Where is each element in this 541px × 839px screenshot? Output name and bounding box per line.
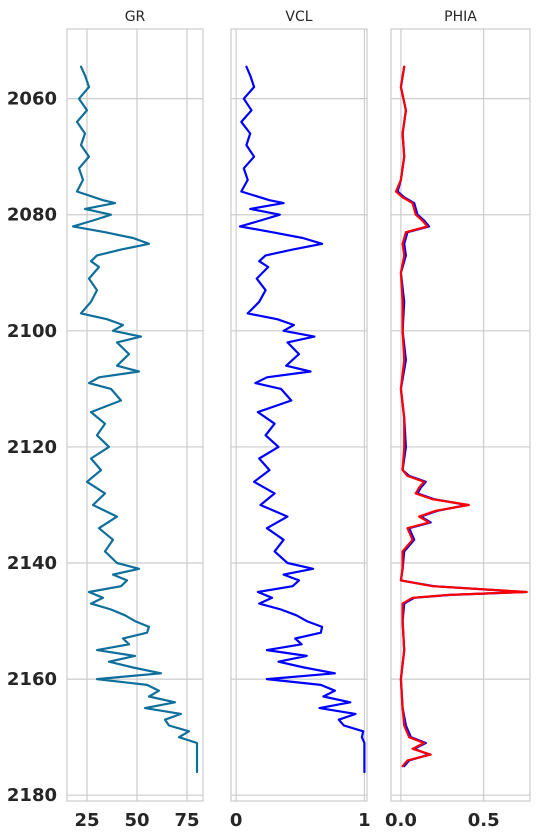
phia-xtick-label-0: 0.0 bbox=[385, 810, 417, 831]
gr-xtick-label-0: 25 bbox=[74, 810, 99, 831]
vcl-curve-vcl bbox=[238, 65, 366, 774]
phia-frame bbox=[390, 28, 531, 802]
phia-title: PHIA bbox=[444, 9, 477, 25]
vcl-track: VCL 0 1 bbox=[230, 9, 371, 831]
gr-title: GR bbox=[125, 9, 146, 25]
phia-track: PHIA 0.0 0.5 bbox=[385, 9, 531, 831]
vcl-xtick-label-0: 0 bbox=[230, 810, 243, 831]
vcl-xtick-label-1: 1 bbox=[358, 810, 371, 831]
depth-tick-label-2120: 2120 bbox=[7, 437, 57, 458]
depth-tick-label-2100: 2100 bbox=[7, 321, 57, 342]
gr-xtick-label-2: 75 bbox=[174, 810, 199, 831]
gr-xtick-label-1: 50 bbox=[124, 810, 149, 831]
vcl-title: VCL bbox=[285, 9, 312, 25]
phia-curve-phia-blue bbox=[396, 65, 527, 768]
gr-frame bbox=[66, 28, 204, 802]
phia-xtick-label-1: 0.5 bbox=[468, 810, 500, 831]
depth-tick-label-2160: 2160 bbox=[7, 669, 57, 690]
depth-tick-label-2140: 2140 bbox=[7, 553, 57, 574]
depth-tick-label-2060: 2060 bbox=[7, 89, 57, 110]
phia-curve-phia-red bbox=[394, 65, 528, 768]
gr-track: GR 25 50 75 2060 2080 2100 2120 2140 2160 2180 bbox=[7, 9, 204, 831]
vcl-frame bbox=[230, 28, 368, 802]
depth-tick-label-2180: 2180 bbox=[7, 785, 57, 806]
gr-curve-gr bbox=[71, 65, 199, 774]
depth-tick-label-2080: 2080 bbox=[7, 205, 57, 226]
